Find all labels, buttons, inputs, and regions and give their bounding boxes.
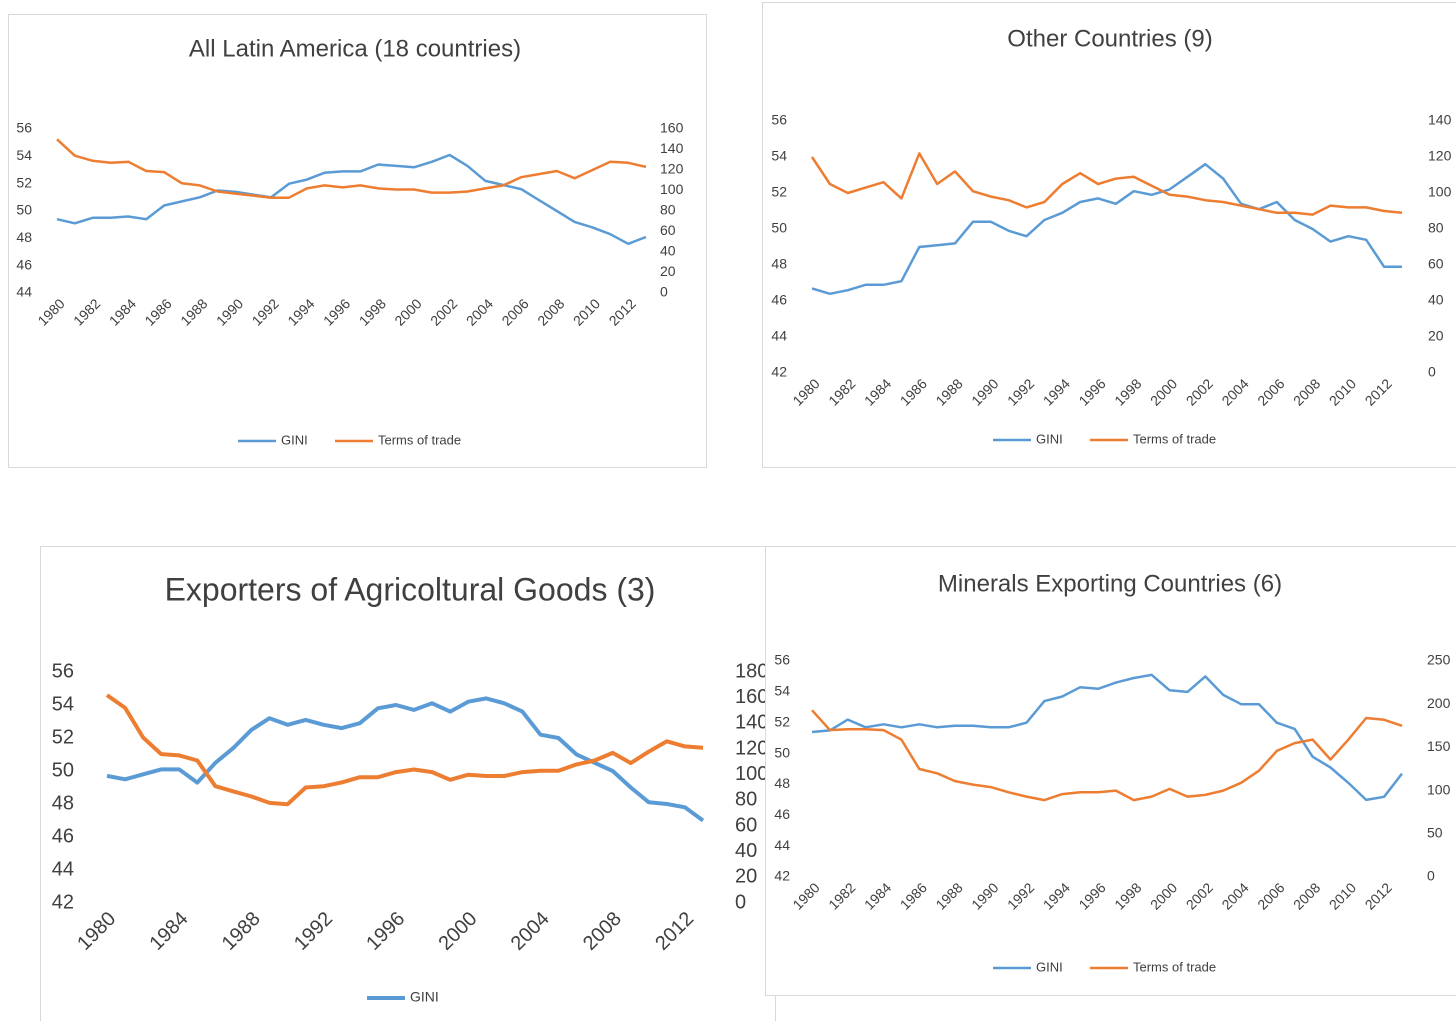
y-tick-label: 42 bbox=[52, 891, 74, 913]
y-tick-label: 48 bbox=[771, 256, 787, 272]
panel-frame bbox=[40, 546, 776, 1021]
y2-tick-label: 180 bbox=[735, 660, 768, 682]
chart-title: Exporters of Agricoltural Goods (3) bbox=[165, 571, 656, 607]
chart-title: Other Countries (9) bbox=[1007, 25, 1212, 52]
y2-tick-label: 60 bbox=[735, 814, 757, 836]
chart-title: All Latin America (18 countries) bbox=[189, 35, 521, 62]
y2-tick-label: 120 bbox=[1428, 148, 1452, 164]
y2-tick-label: 100 bbox=[1428, 184, 1452, 200]
y2-tick-label: 100 bbox=[735, 763, 768, 785]
y2-tick-label: 20 bbox=[660, 263, 676, 279]
legend-label: GINI bbox=[1036, 431, 1063, 446]
legend-label: Terms of trade bbox=[1133, 431, 1216, 446]
y2-tick-label: 120 bbox=[735, 737, 768, 759]
y-tick-label: 52 bbox=[771, 184, 787, 200]
legend-label: Terms of trade bbox=[378, 432, 461, 447]
legend-label: GINI bbox=[1036, 959, 1063, 974]
y2-tick-label: 100 bbox=[1427, 781, 1451, 797]
panel-frame bbox=[8, 14, 707, 468]
y-tick-label: 54 bbox=[16, 147, 32, 163]
y-tick-label: 52 bbox=[16, 174, 32, 190]
y2-tick-label: 60 bbox=[660, 222, 676, 238]
y2-tick-label: 140 bbox=[660, 140, 684, 156]
y-tick-label: 50 bbox=[16, 202, 32, 218]
y-tick-label: 50 bbox=[52, 759, 74, 781]
y2-tick-label: 40 bbox=[660, 243, 676, 259]
y2-tick-label: 50 bbox=[1427, 825, 1443, 841]
series-line bbox=[810, 152, 1403, 216]
y2-tick-label: 40 bbox=[1428, 292, 1444, 308]
y2-tick-label: 60 bbox=[1428, 256, 1444, 272]
y2-tick-label: 80 bbox=[735, 789, 757, 811]
series-line bbox=[811, 709, 1403, 802]
y-tick-label: 42 bbox=[774, 868, 790, 884]
y2-tick-label: 20 bbox=[735, 866, 757, 888]
y2-tick-label: 200 bbox=[1427, 695, 1451, 711]
y-tick-label: 46 bbox=[16, 256, 32, 272]
y-tick-label: 50 bbox=[774, 744, 790, 760]
y-tick-label: 46 bbox=[771, 292, 787, 308]
series-line bbox=[811, 673, 1403, 802]
y-tick-label: 52 bbox=[52, 726, 74, 748]
y2-tick-label: 0 bbox=[660, 284, 668, 300]
y-tick-label: 44 bbox=[16, 284, 32, 300]
y2-tick-label: 80 bbox=[660, 202, 676, 218]
y2-tick-label: 0 bbox=[1427, 868, 1435, 884]
y-tick-label: 48 bbox=[52, 792, 74, 814]
y-tick-label: 44 bbox=[774, 837, 790, 853]
y2-tick-label: 80 bbox=[1428, 220, 1444, 236]
y-tick-label: 46 bbox=[52, 825, 74, 847]
y2-tick-label: 150 bbox=[1427, 738, 1451, 754]
y2-tick-label: 100 bbox=[660, 181, 684, 197]
series-line bbox=[56, 153, 647, 246]
series-line bbox=[56, 138, 647, 199]
series-line bbox=[811, 162, 1402, 296]
y2-tick-label: 250 bbox=[1427, 652, 1451, 668]
y-tick-label: 56 bbox=[771, 112, 787, 128]
y2-tick-label: 160 bbox=[660, 120, 684, 136]
panel-frame bbox=[765, 546, 1456, 996]
y2-tick-label: 140 bbox=[735, 712, 768, 734]
legend-label: Terms of trade bbox=[1133, 959, 1216, 974]
panel-frame bbox=[762, 2, 1456, 468]
y-tick-label: 48 bbox=[774, 775, 790, 791]
y-tick-label: 54 bbox=[52, 693, 74, 715]
y-tick-label: 44 bbox=[771, 328, 787, 344]
y-tick-label: 48 bbox=[16, 229, 32, 245]
y2-tick-label: 0 bbox=[1428, 364, 1436, 380]
y-tick-label: 54 bbox=[771, 148, 787, 164]
y-tick-label: 50 bbox=[771, 220, 787, 236]
y-tick-label: 56 bbox=[52, 660, 74, 682]
y-tick-label: 44 bbox=[52, 858, 74, 880]
y-tick-label: 46 bbox=[774, 806, 790, 822]
y2-tick-label: 120 bbox=[660, 161, 684, 177]
y2-tick-label: 160 bbox=[735, 686, 768, 708]
y-tick-label: 56 bbox=[16, 120, 32, 136]
series-line bbox=[105, 693, 704, 807]
chart-title: Minerals Exporting Countries (6) bbox=[938, 570, 1282, 597]
y2-tick-label: 0 bbox=[735, 891, 746, 913]
y-tick-label: 42 bbox=[771, 364, 787, 380]
legend-label: GINI bbox=[410, 989, 439, 1005]
y2-tick-label: 40 bbox=[735, 840, 757, 862]
legend-label: GINI bbox=[281, 432, 308, 447]
y-tick-label: 54 bbox=[774, 683, 790, 699]
y-tick-label: 52 bbox=[774, 713, 790, 729]
y2-tick-label: 140 bbox=[1428, 112, 1452, 128]
y2-tick-label: 20 bbox=[1428, 328, 1444, 344]
y-tick-label: 56 bbox=[774, 652, 790, 668]
